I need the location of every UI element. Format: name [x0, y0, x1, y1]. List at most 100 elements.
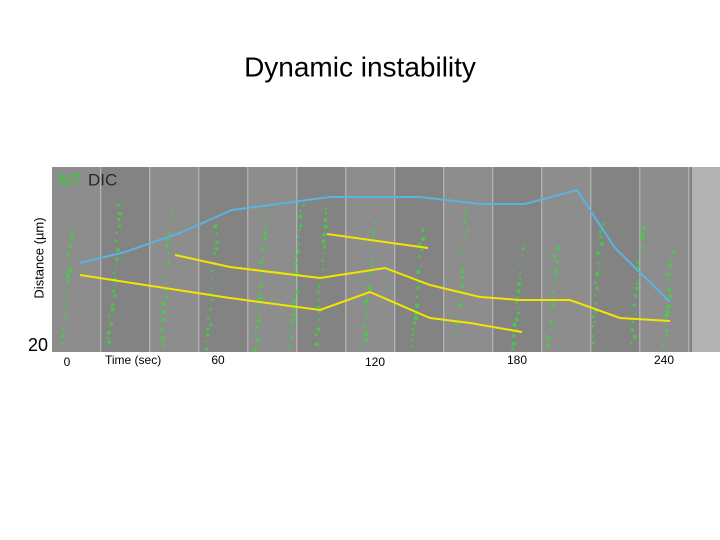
- green-dot: [108, 314, 111, 317]
- green-dot: [666, 272, 671, 276]
- green-dot: [514, 317, 519, 322]
- green-dot: [595, 272, 600, 277]
- green-dot: [366, 283, 369, 286]
- y-axis-label: Distance (µm): [31, 217, 46, 298]
- green-dot: [106, 330, 111, 335]
- green-dot: [287, 345, 291, 349]
- green-dot: [636, 282, 640, 285]
- green-dot: [160, 327, 164, 331]
- green-dot: [114, 284, 117, 287]
- green-dot: [668, 264, 673, 269]
- green-dot: [370, 265, 374, 269]
- green-dot: [553, 281, 556, 285]
- green-dot: [454, 331, 457, 335]
- green-dot: [64, 304, 67, 308]
- yellow-trace: [326, 233, 429, 249]
- green-dot: [460, 283, 465, 288]
- green-dot: [552, 254, 557, 259]
- green-dot: [591, 324, 595, 328]
- green-dot: [556, 246, 561, 251]
- stripe-shade: [150, 167, 199, 352]
- green-dot: [168, 219, 172, 222]
- green-dot: [664, 313, 669, 318]
- green-dot: [264, 232, 268, 236]
- green-dot: [368, 273, 372, 277]
- green-dot: [631, 320, 635, 324]
- green-dot: [460, 275, 464, 280]
- green-dot: [170, 213, 173, 216]
- green-dot: [411, 333, 414, 336]
- stripe-shade: [346, 167, 395, 352]
- green-dot: [551, 312, 554, 315]
- green-dot: [553, 269, 558, 274]
- green-dot: [262, 236, 267, 242]
- stripe-shade: [248, 167, 297, 352]
- green-dot: [511, 334, 516, 338]
- green-dot: [63, 313, 67, 316]
- green-dot: [297, 235, 300, 239]
- yellow-trace: [174, 254, 671, 322]
- green-dot: [663, 322, 666, 325]
- green-dot: [68, 268, 73, 274]
- green-dot: [519, 272, 522, 275]
- green-dot: [115, 257, 120, 262]
- green-dot: [364, 299, 370, 304]
- green-dot: [632, 303, 636, 307]
- green-dot: [256, 305, 260, 309]
- x-tick-label: 180: [507, 353, 527, 367]
- green-dot: [596, 262, 599, 265]
- green-dot: [593, 320, 596, 324]
- green-dot: [666, 287, 671, 292]
- green-dot: [204, 339, 208, 342]
- green-dot: [117, 211, 123, 216]
- green-dot: [314, 333, 318, 337]
- green-dot: [209, 307, 213, 311]
- green-dot: [665, 329, 669, 333]
- green-dot: [288, 328, 292, 332]
- green-dot: [294, 254, 298, 258]
- green-dot: [321, 239, 326, 244]
- green-dot: [253, 347, 258, 352]
- green-dot: [665, 309, 670, 314]
- green-dot: [371, 230, 376, 234]
- green-dot: [115, 231, 119, 234]
- green-dot: [164, 295, 169, 299]
- green-dot: [360, 346, 364, 349]
- green-dot: [211, 277, 214, 280]
- green-dot: [464, 209, 467, 212]
- green-dot: [317, 305, 321, 309]
- green-dot: [257, 312, 260, 316]
- green-dot: [460, 299, 463, 302]
- green-dot: [669, 259, 673, 263]
- channel-label: DIC: [88, 170, 117, 189]
- green-dot: [210, 298, 214, 302]
- green-dot: [261, 256, 264, 259]
- green-dot: [316, 290, 320, 294]
- green-dot: [415, 269, 420, 274]
- green-dot: [67, 243, 72, 248]
- green-dot: [166, 260, 171, 265]
- green-dot: [292, 298, 297, 303]
- green-dot: [419, 264, 422, 267]
- green-dot: [666, 278, 670, 282]
- green-dot: [665, 334, 669, 338]
- green-dot: [118, 224, 122, 228]
- green-dot: [634, 313, 637, 316]
- green-dot: [255, 325, 260, 330]
- green-dot: [363, 331, 369, 336]
- green-dot: [417, 255, 421, 258]
- green-dot: [114, 239, 117, 243]
- green-dot: [640, 244, 644, 248]
- green-dot: [460, 253, 463, 256]
- green-dot: [297, 249, 301, 254]
- green-dot: [545, 343, 550, 348]
- green-dot: [160, 301, 165, 306]
- green-dot: [294, 266, 297, 269]
- green-dot: [547, 336, 551, 340]
- green-dot: [372, 236, 375, 239]
- green-dot: [213, 224, 218, 229]
- green-dot: [421, 236, 426, 242]
- green-dot: [521, 246, 525, 251]
- green-dot: [71, 228, 74, 231]
